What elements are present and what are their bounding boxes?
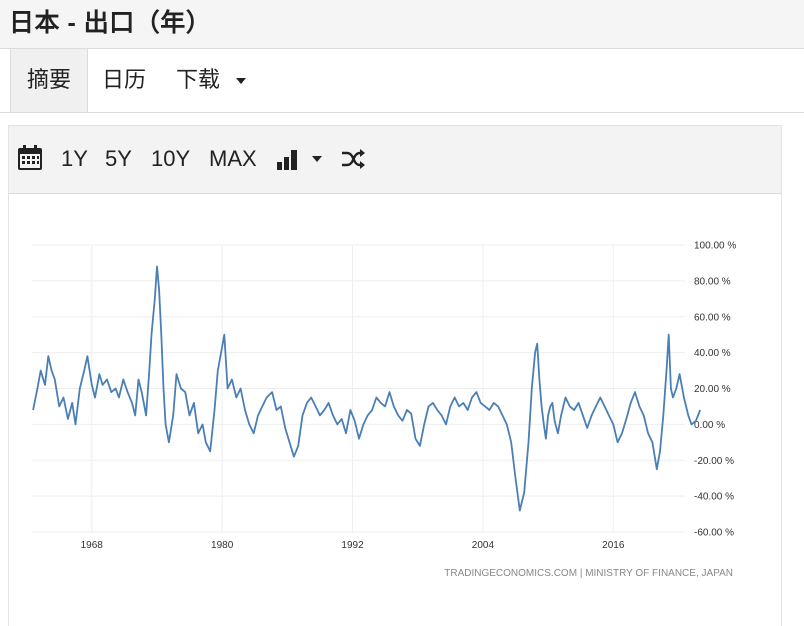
title-bar: 日本 - 出口（年） bbox=[0, 0, 804, 49]
page-title: 日本 - 出口（年） bbox=[9, 9, 212, 37]
x-tick-label: 2016 bbox=[602, 540, 625, 551]
chart-toolbar: 1Y 5Y 10Y MAX bbox=[9, 126, 781, 194]
compare-button[interactable] bbox=[340, 146, 366, 172]
y-tick-label: 0.00 % bbox=[694, 420, 725, 431]
y-tick-label: 100.00 % bbox=[694, 241, 736, 252]
tab-bar: 摘要 日历 下载 bbox=[0, 49, 804, 113]
tab-calendar-label: 日历 bbox=[102, 67, 147, 92]
x-tick-label: 1968 bbox=[81, 540, 104, 551]
range-max-button[interactable]: MAX bbox=[209, 146, 257, 171]
range-5y-button[interactable]: 5Y bbox=[105, 146, 132, 171]
tab-calendar[interactable]: 日历 bbox=[102, 49, 146, 112]
calendar-icon bbox=[18, 145, 42, 170]
x-tick-label: 1992 bbox=[341, 540, 364, 551]
y-tick-label: 20.00 % bbox=[694, 384, 731, 395]
y-tick-label: 40.00 % bbox=[694, 348, 731, 359]
chart-type-button[interactable] bbox=[276, 147, 326, 171]
exports-line-chart: 100.00 % 80.00 % 60.00 % 40.00 % 20.00 % 0.00… bbox=[32, 241, 736, 579]
x-tick-label: 1980 bbox=[211, 540, 234, 551]
chart-panel: 1Y 5Y 10Y MAX 100.00 % 80.00 % 60.00 % 40.0… bbox=[8, 125, 782, 626]
x-tick-label: 2004 bbox=[472, 540, 495, 551]
y-tick-label: -40.00 % bbox=[694, 492, 734, 503]
y-tick-label: 80.00 % bbox=[694, 276, 731, 287]
y-tick-label: -60.00 % bbox=[694, 528, 734, 539]
tab-summary[interactable]: 摘要 bbox=[10, 49, 88, 112]
chevron-down-icon bbox=[312, 156, 322, 162]
range-10y-button[interactable]: 10Y bbox=[151, 146, 191, 171]
y-tick-label: -20.00 % bbox=[694, 456, 734, 467]
range-1y-button[interactable]: 1Y bbox=[61, 146, 88, 171]
calendar-button[interactable] bbox=[17, 145, 43, 171]
tab-download[interactable]: 下载 bbox=[176, 49, 247, 112]
chart-source-label: TRADINGECONOMICS.COM | MINISTRY OF FINAN… bbox=[444, 568, 733, 579]
tab-download-label: 下载 bbox=[176, 67, 221, 92]
shuffle-icon bbox=[342, 149, 365, 169]
caret-down-icon bbox=[236, 78, 247, 85]
exports-series-line bbox=[32, 265, 702, 512]
bar-chart-icon bbox=[277, 150, 297, 170]
y-tick-label: 60.00 % bbox=[694, 312, 731, 323]
tab-summary-label: 摘要 bbox=[26, 67, 71, 92]
